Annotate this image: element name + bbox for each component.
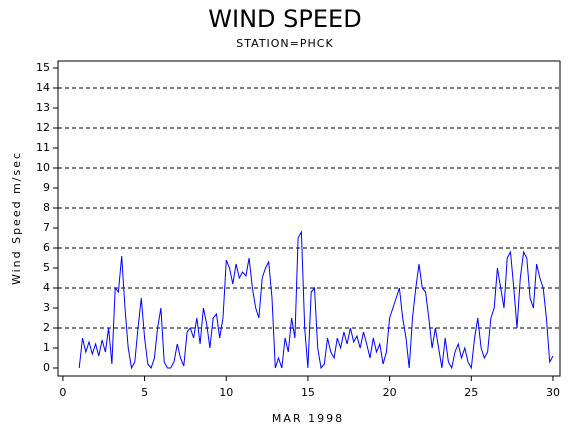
data-line <box>78 230 554 370</box>
y-tick-label: 2 <box>43 321 50 334</box>
y-tick-label: 1 <box>43 341 50 354</box>
x-tick-label: 10 <box>219 386 233 399</box>
y-tick-label: 4 <box>43 281 50 294</box>
x-tick-label: 0 <box>59 386 66 399</box>
y-tick-label: 14 <box>36 81 50 94</box>
y-tick-label: 6 <box>43 241 50 254</box>
chart-title: WIND SPEED <box>208 5 361 33</box>
y-tick-label: 9 <box>43 181 50 194</box>
x-axis-label: MAR 1998 <box>272 412 344 425</box>
chart-subtitle: STATION=PHCK <box>236 37 333 50</box>
y-tick-label: 8 <box>43 201 50 214</box>
y-tick-label: 0 <box>43 361 50 374</box>
x-tick-label: 30 <box>546 386 560 399</box>
y-tick-label: 15 <box>36 61 50 74</box>
y-tick-label: 5 <box>43 261 50 274</box>
x-tick-label: 20 <box>383 386 397 399</box>
y-tick-label: 10 <box>36 161 50 174</box>
y-tick-label: 7 <box>43 221 50 234</box>
y-tick-label: 3 <box>43 301 50 314</box>
y-tick-label: 12 <box>36 121 50 134</box>
y-tick-label: 13 <box>36 101 50 114</box>
y-axis-label: Wind Speed m/sec <box>10 151 23 285</box>
x-tick-label: 25 <box>464 386 478 399</box>
plot-frame <box>57 60 561 377</box>
x-tick-label: 15 <box>301 386 315 399</box>
x-tick-label: 5 <box>141 386 148 399</box>
y-tick-label: 11 <box>36 141 50 154</box>
